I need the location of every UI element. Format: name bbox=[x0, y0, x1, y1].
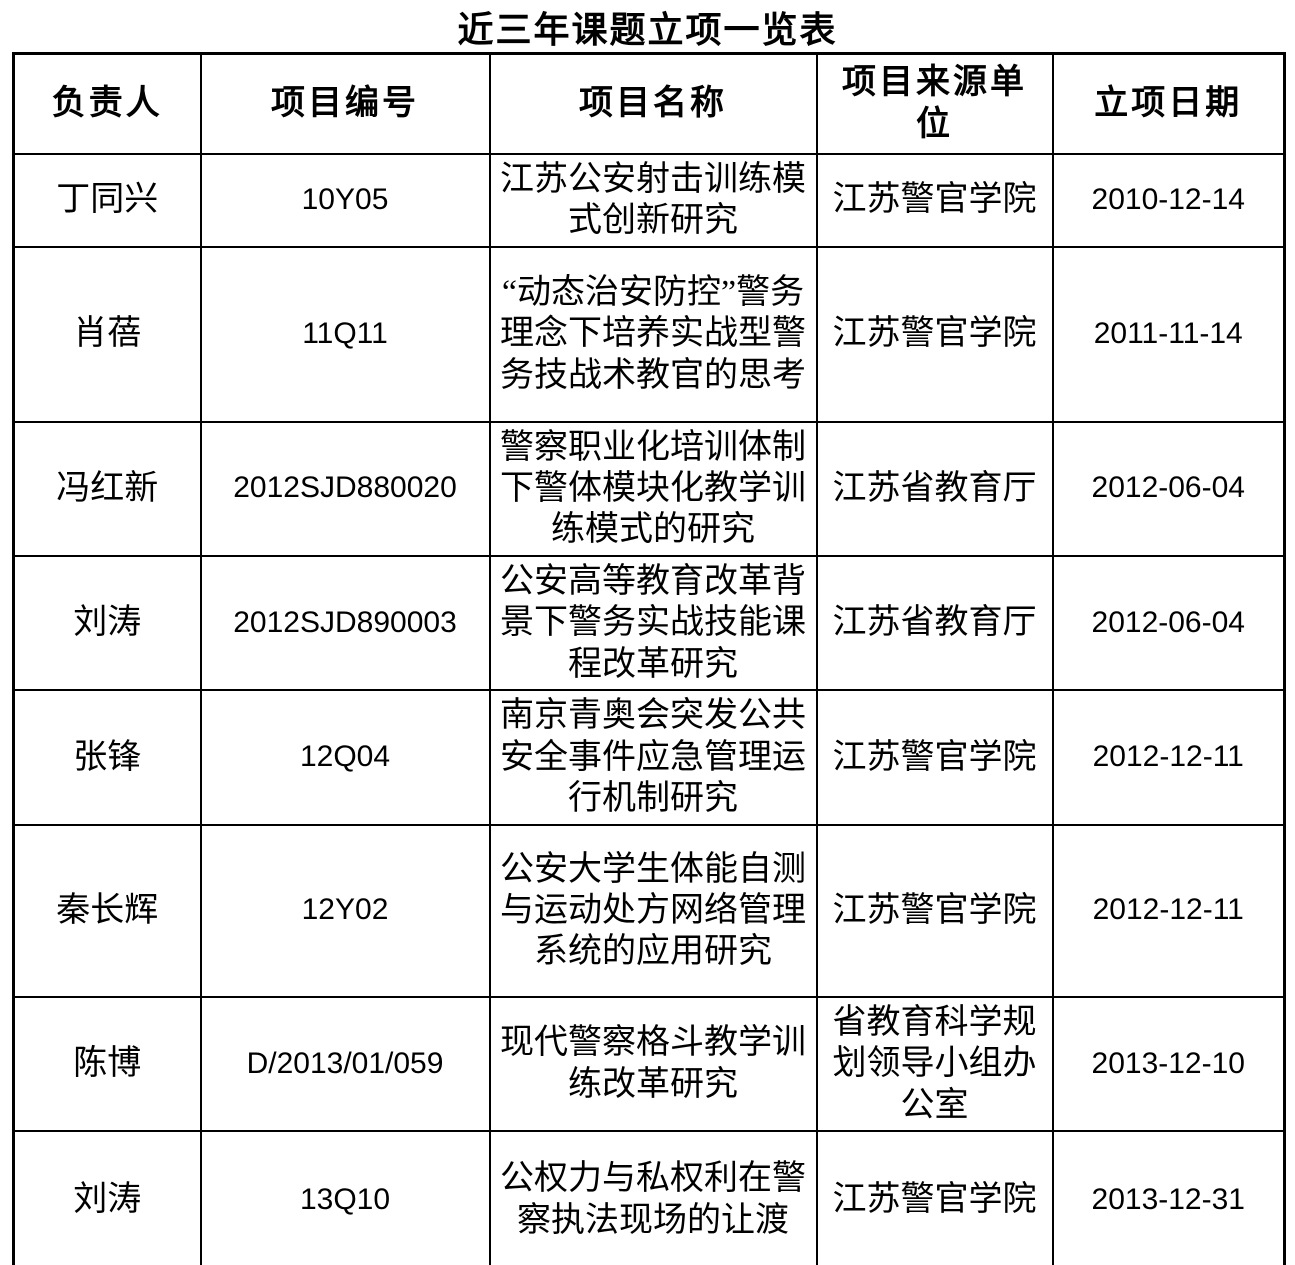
cell-project-name: 公安高等教育改革背景下警务实战技能课程改革研究 bbox=[488, 554, 818, 692]
header-approval-date: 立项日期 bbox=[1051, 52, 1286, 155]
cell-leader: 肖蓓 bbox=[12, 245, 202, 423]
cell-approval-date: 2013-12-10 bbox=[1051, 995, 1286, 1133]
table-row: 张锋 12Q04 南京青奥会突发公共安全事件应急管理运行机制研究 江苏警官学院 2012… bbox=[12, 689, 1286, 826]
cell-leader: 丁同兴 bbox=[12, 152, 202, 248]
cell-project-number: 10Y05 bbox=[199, 152, 491, 248]
cell-approval-date: 2012-12-11 bbox=[1051, 823, 1286, 998]
table-row: 冯红新 2012SJD880020 警察职业化培训体制下警体模块化教学训练模式的研究… bbox=[12, 420, 1286, 557]
cell-source-unit: 江苏警官学院 bbox=[815, 689, 1054, 826]
cell-source-unit: 省教育科学规划领导小组办公室 bbox=[815, 995, 1054, 1133]
cell-approval-date: 2012-12-11 bbox=[1051, 689, 1286, 826]
cell-project-number: D/2013/01/059 bbox=[199, 995, 491, 1133]
cell-leader: 张锋 bbox=[12, 689, 202, 826]
cell-leader: 秦长辉 bbox=[12, 823, 202, 998]
cell-project-number: 2012SJD890003 bbox=[199, 554, 491, 692]
cell-approval-date: 2013-12-31 bbox=[1051, 1130, 1286, 1265]
table-header: 负责人 项目编号 项目名称 项目来源单位 立项日期 bbox=[12, 52, 1286, 155]
header-leader: 负责人 bbox=[12, 52, 202, 155]
cell-source-unit: 江苏警官学院 bbox=[815, 1130, 1054, 1265]
cell-project-number: 11Q11 bbox=[199, 245, 491, 423]
cell-approval-date: 2012-06-04 bbox=[1051, 420, 1286, 557]
cell-project-name: 现代警察格斗教学训练改革研究 bbox=[488, 995, 818, 1133]
table-row: 丁同兴 10Y05 江苏公安射击训练模式创新研究 江苏警官学院 2010-12-14 bbox=[12, 152, 1286, 248]
cell-project-name: 公安大学生体能自测与运动处方网络管理系统的应用研究 bbox=[488, 823, 818, 998]
cell-project-name: “动态治安防控”警务理念下培养实战型警务技战术教官的思考 bbox=[488, 245, 818, 423]
cell-source-unit: 江苏省教育厅 bbox=[815, 554, 1054, 692]
cell-approval-date: 2010-12-14 bbox=[1051, 152, 1286, 248]
cell-leader: 陈博 bbox=[12, 995, 202, 1133]
cell-project-name: 南京青奥会突发公共安全事件应急管理运行机制研究 bbox=[488, 689, 818, 826]
table-row: 刘涛 2012SJD890003 公安高等教育改革背景下警务实战技能课程改革研究 江苏… bbox=[12, 554, 1286, 692]
cell-approval-date: 2011-11-14 bbox=[1051, 245, 1286, 423]
cell-source-unit: 江苏省教育厅 bbox=[815, 420, 1054, 557]
table-row: 陈博 D/2013/01/059 现代警察格斗教学训练改革研究 省教育科学规划领导小组… bbox=[12, 995, 1286, 1133]
cell-project-name: 江苏公安射击训练模式创新研究 bbox=[488, 152, 818, 248]
projects-table: 负责人 项目编号 项目名称 项目来源单位 立项日期 丁同兴 10Y05 江苏公安射击… bbox=[12, 52, 1286, 1265]
table-row: 肖蓓 11Q11 “动态治安防控”警务理念下培养实战型警务技战术教官的思考 江苏警官学… bbox=[12, 245, 1286, 423]
table-row: 秦长辉 12Y02 公安大学生体能自测与运动处方网络管理系统的应用研究 江苏警官学院 2… bbox=[12, 823, 1286, 998]
cell-project-number: 13Q10 bbox=[199, 1130, 491, 1265]
header-source-unit: 项目来源单位 bbox=[815, 52, 1054, 155]
cell-project-number: 2012SJD880020 bbox=[199, 420, 491, 557]
cell-leader: 冯红新 bbox=[12, 420, 202, 557]
table-row: 刘涛 13Q10 公权力与私权利在警察执法现场的让渡 江苏警官学院 2013-12-31 bbox=[12, 1130, 1286, 1265]
cell-project-number: 12Q04 bbox=[199, 689, 491, 826]
cell-project-name: 警察职业化培训体制下警体模块化教学训练模式的研究 bbox=[488, 420, 818, 557]
header-project-number: 项目编号 bbox=[199, 52, 491, 155]
cell-project-name: 公权力与私权利在警察执法现场的让渡 bbox=[488, 1130, 818, 1265]
cell-leader: 刘涛 bbox=[12, 554, 202, 692]
cell-project-number: 12Y02 bbox=[199, 823, 491, 998]
table-body: 丁同兴 10Y05 江苏公安射击训练模式创新研究 江苏警官学院 2010-12-14 肖蓓… bbox=[12, 152, 1286, 1265]
header-project-name: 项目名称 bbox=[488, 52, 818, 155]
cell-approval-date: 2012-06-04 bbox=[1051, 554, 1286, 692]
header-row: 负责人 项目编号 项目名称 项目来源单位 立项日期 bbox=[12, 52, 1286, 155]
cell-source-unit: 江苏警官学院 bbox=[815, 823, 1054, 998]
cell-leader: 刘涛 bbox=[12, 1130, 202, 1265]
cell-source-unit: 江苏警官学院 bbox=[815, 152, 1054, 248]
cell-source-unit: 江苏警官学院 bbox=[815, 245, 1054, 423]
page-title: 近三年课题立项一览表 bbox=[457, 10, 838, 50]
